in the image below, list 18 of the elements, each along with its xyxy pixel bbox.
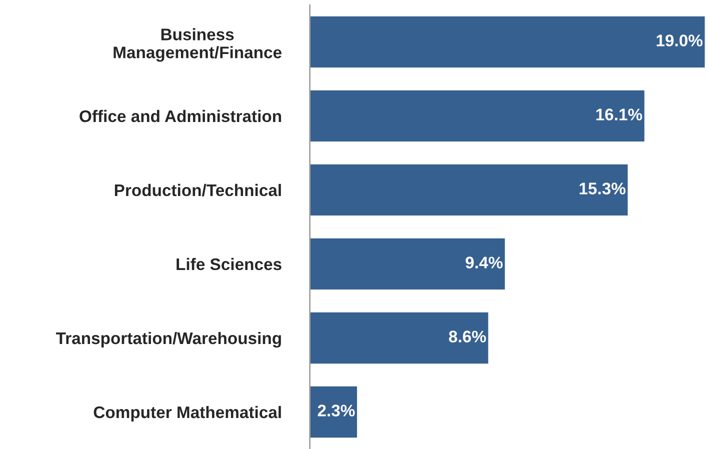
- data-label: 2.3%: [318, 404, 355, 416]
- y-tick-label: Production/Technical: [114, 184, 281, 196]
- bar: [310, 237, 506, 291]
- bar: [310, 14, 706, 69]
- y-tick-label: Transportation/Warehousing: [56, 332, 281, 348]
- bar: [310, 88, 646, 143]
- y-tick-label: Life Sciences: [176, 258, 282, 270]
- y-tick-label: Business Management/Finance: [114, 28, 282, 62]
- data-label: 16.1%: [596, 108, 642, 120]
- data-label: 19.0%: [656, 34, 703, 46]
- y-tick-label: Office and Administration: [80, 110, 282, 122]
- y-tick-label: Computer Mathematical: [94, 406, 281, 422]
- data-label: 8.6%: [448, 330, 486, 342]
- data-label: 9.4%: [466, 256, 503, 268]
- bar: [310, 385, 358, 439]
- bar: [310, 162, 630, 217]
- bar: [310, 311, 490, 365]
- data-label: 15.3%: [580, 182, 626, 194]
